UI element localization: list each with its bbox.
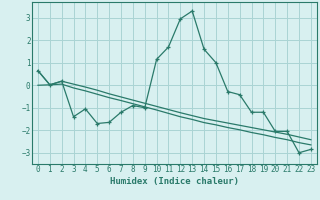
X-axis label: Humidex (Indice chaleur): Humidex (Indice chaleur) [110,177,239,186]
